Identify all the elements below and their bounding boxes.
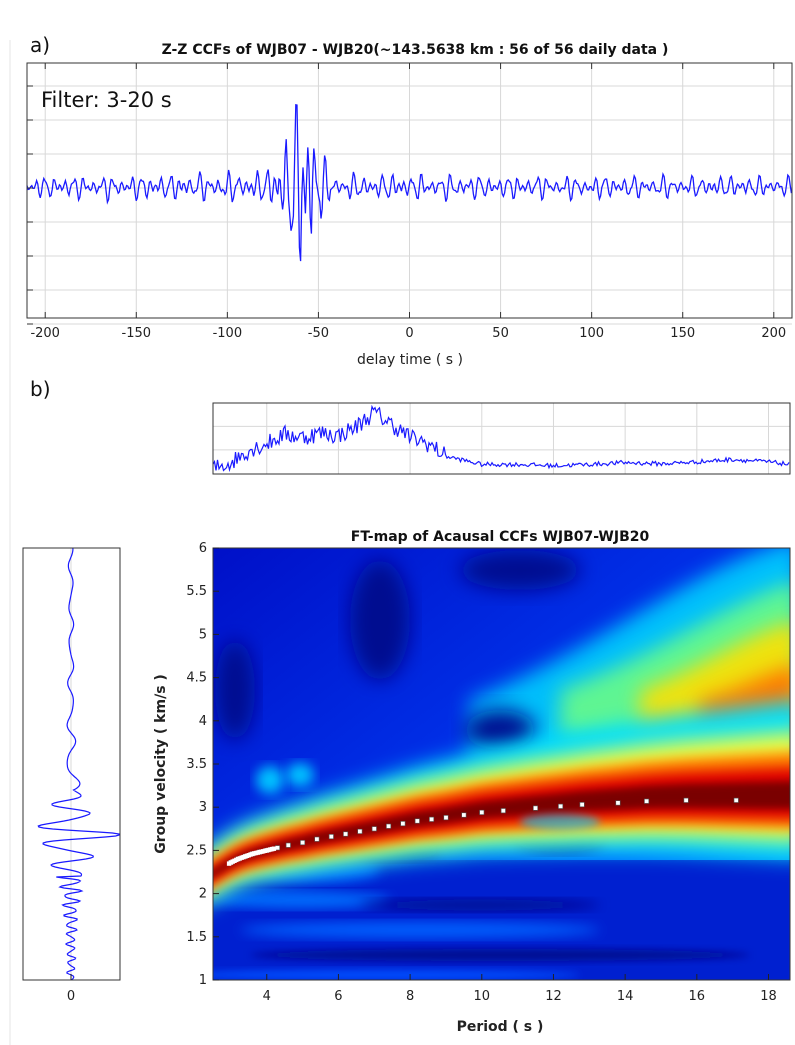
spectrum-series xyxy=(212,404,790,473)
ft-map-title: FT-map of Acausal CCFs WJB07-WJB20 xyxy=(351,529,650,545)
ccf-chart-title: Z-Z CCFs of WJB07 - WJB20(~143.5638 km :… xyxy=(162,42,669,58)
dispersion-point xyxy=(479,809,485,815)
ft-map-y-tick-label: 3 xyxy=(199,800,207,815)
ft-map-y-tick-label: 3.5 xyxy=(186,757,207,772)
ft-map-heatmap: 4 6 8 10 12 14 16 18 1 1.5 2 2.5 3 3.5 4 4.5 5 5.5 6 xyxy=(186,541,791,1004)
ccf-tick-label: -50 xyxy=(308,326,329,341)
ft-map-y-tick-label: 5 xyxy=(199,627,207,642)
dispersion-point xyxy=(461,812,467,818)
ft-map-x-tick-label: 10 xyxy=(474,989,491,1004)
ccf-tick-label: 0 xyxy=(405,326,413,341)
ft-map-x-tick-label: 6 xyxy=(334,989,342,1004)
ft-map-y-tick-label: 2 xyxy=(199,887,207,902)
ft-map-x-tick-label: 4 xyxy=(263,989,271,1004)
ccf-x-axis-label: delay time ( s ) xyxy=(357,352,463,368)
ft-map-y-tick-label: 6 xyxy=(199,541,207,556)
filter-label: Filter: 3-20 s xyxy=(41,88,172,112)
ccf-waveform-series xyxy=(26,104,793,262)
ft-map-x-tick-label: 12 xyxy=(545,989,562,1004)
ft-map-y-tick-label: 5.5 xyxy=(186,584,207,599)
dispersion-point xyxy=(285,842,291,848)
ccf-waveform-chart: -200 -150 -100 -50 0 50 100 150 200 xyxy=(26,62,793,341)
ccf-tick-label: 150 xyxy=(670,326,695,341)
ccf-tick-label: 200 xyxy=(761,326,786,341)
dispersion-point xyxy=(328,834,334,840)
ccf-tick-label: 100 xyxy=(579,326,604,341)
vertical-waveform-x-ticks: 0 xyxy=(67,974,75,1004)
dispersion-point xyxy=(371,826,377,832)
dispersion-point xyxy=(300,840,306,846)
dispersion-point xyxy=(343,831,349,837)
ft-map-y-tick-label: 1.5 xyxy=(186,930,207,945)
ft-map-x-tick-label: 16 xyxy=(689,989,706,1004)
dispersion-point xyxy=(644,798,650,804)
vertical-waveform-series xyxy=(37,548,120,981)
dispersion-point xyxy=(443,815,449,821)
ft-map-x-tick-label: 14 xyxy=(617,989,634,1004)
dispersion-points xyxy=(226,797,739,866)
ft-map-y-tick-label: 1 xyxy=(199,973,207,988)
ft-map-y-tick-label: 4.5 xyxy=(186,671,207,686)
ft-map-y-tick-label: 4 xyxy=(199,714,207,729)
vertical-waveform-chart: 0 xyxy=(22,547,121,1004)
dispersion-point xyxy=(271,846,277,851)
dispersion-point xyxy=(386,823,392,829)
dispersion-point xyxy=(733,797,739,803)
dispersion-point xyxy=(579,802,585,808)
panel-b-letter: b) xyxy=(30,377,51,401)
dispersion-point xyxy=(400,821,406,827)
ft-map-x-ticks: 4 6 8 10 12 14 16 18 xyxy=(263,974,777,1004)
ft-map-x-tick-label: 18 xyxy=(760,989,777,1004)
dispersion-point xyxy=(500,808,506,814)
dispersion-point xyxy=(532,805,538,811)
ft-map-y-ticks: 1 1.5 2 2.5 3 3.5 4 4.5 5 5.5 6 xyxy=(186,541,219,988)
ft-map-y-tick-label: 2.5 xyxy=(186,843,207,858)
dispersion-point xyxy=(615,800,621,806)
spectrum-grid xyxy=(213,403,790,474)
ft-map-y-axis-label: Group velocity ( km/s ) xyxy=(153,674,169,854)
dispersion-point xyxy=(558,803,564,809)
dispersion-point xyxy=(683,797,689,803)
spectrum-chart xyxy=(212,402,791,475)
dispersion-point xyxy=(414,818,420,824)
dispersion-point xyxy=(357,828,363,834)
ridge-band-darkred xyxy=(213,781,790,877)
dispersion-point xyxy=(314,836,320,842)
ccf-tick-label: -150 xyxy=(122,326,152,341)
ccf-tick-label: -100 xyxy=(213,326,243,341)
panel-a-letter: a) xyxy=(30,33,50,57)
ccf-y-ticks xyxy=(27,85,33,325)
ccf-tick-label: 50 xyxy=(492,326,509,341)
dispersion-point xyxy=(429,816,435,822)
ccf-tick-label: -200 xyxy=(30,326,60,341)
vertical-waveform-tick-label: 0 xyxy=(67,989,75,1004)
ccf-x-ticks: -200 -150 -100 -50 0 50 100 150 200 xyxy=(30,63,786,341)
ft-map-x-axis-label: Period ( s ) xyxy=(457,1019,544,1035)
ft-map-x-tick-label: 8 xyxy=(406,989,414,1004)
ccf-grid xyxy=(27,63,792,325)
